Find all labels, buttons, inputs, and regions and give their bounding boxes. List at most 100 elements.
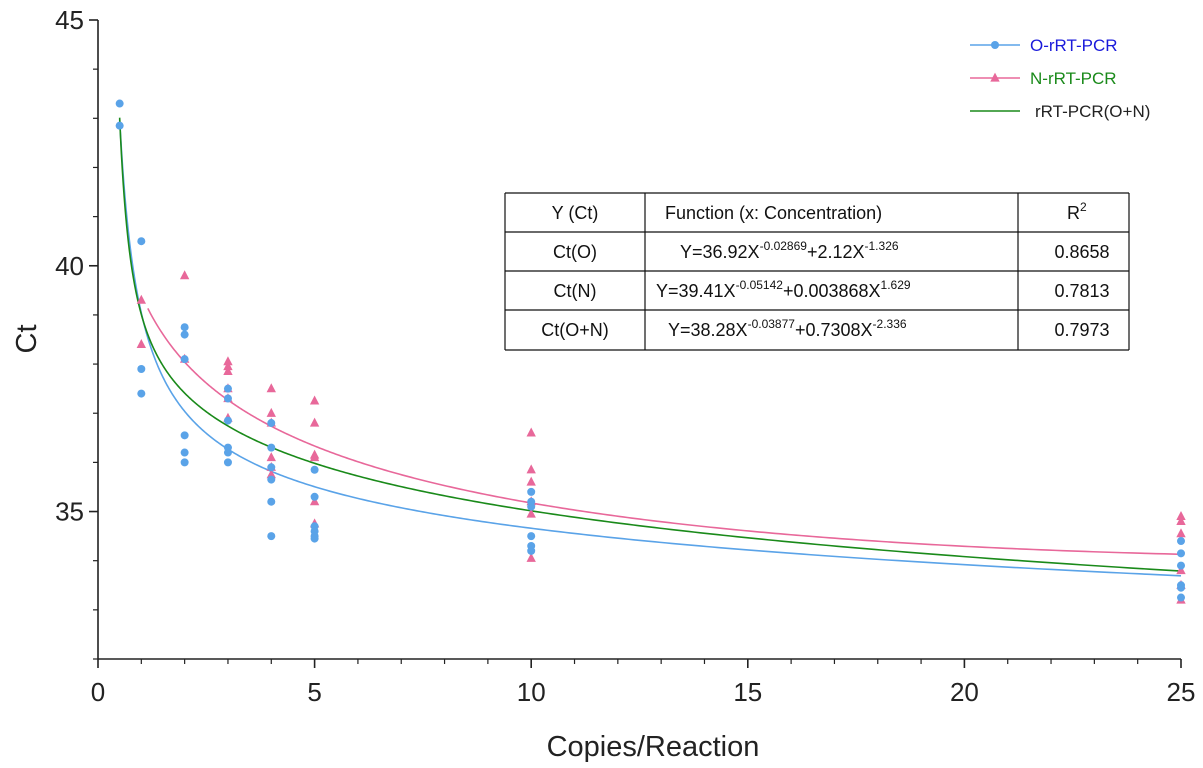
data-point-n [526, 464, 536, 474]
data-point-n [1176, 511, 1186, 521]
data-point-o [223, 448, 232, 457]
table-cell-r2: 0.7813 [1054, 281, 1109, 301]
data-point-o [267, 497, 276, 506]
data-point-o [1177, 561, 1185, 570]
fn-exponent: -0.05142 [736, 278, 784, 292]
data-point-o [223, 394, 232, 403]
table-header-function: Function (x: Concentration) [665, 203, 882, 223]
data-point-n [179, 270, 190, 280]
table-cell-y: Ct(O+N) [541, 320, 609, 340]
x-tick-label: 15 [733, 677, 762, 707]
x-tick-label: 0 [91, 677, 105, 707]
data-point-o [527, 546, 536, 555]
data-point-n [1176, 528, 1186, 538]
table-cell-function: Y=36.92X-0.02869+2.12X-1.326 [680, 239, 899, 262]
data-point-n [223, 361, 233, 371]
table-header-r2-sup: 2 [1080, 200, 1087, 214]
legend-label: O-rRT-PCR [1030, 36, 1118, 55]
y-axis-title: Ct [11, 325, 43, 354]
table-header-y: Y (Ct) [552, 203, 599, 223]
y-tick-label: 35 [55, 497, 84, 527]
data-point-n [136, 339, 146, 349]
data-point-n [266, 452, 276, 462]
fn-exponent: -1.326 [865, 239, 899, 253]
data-point-n [1176, 565, 1186, 575]
x-tick-label: 5 [307, 677, 321, 707]
legend: O-rRT-PCR N-rRT-PCR rRT-PCR(O+N) [970, 36, 1150, 121]
data-point-o [223, 458, 232, 467]
data-point-n [223, 356, 233, 366]
data-point-n [309, 452, 320, 462]
data-point-o [527, 487, 536, 496]
data-point-o [137, 237, 146, 246]
data-point-n [526, 476, 536, 486]
x-tick-label: 20 [950, 677, 979, 707]
data-point-o [267, 463, 276, 472]
fn-exponent: -0.02869 [760, 239, 808, 253]
data-point-o [267, 475, 276, 484]
fit-curve-n [147, 308, 1182, 556]
data-point-n [1176, 515, 1186, 525]
table-cell-function: Y=38.28X-0.03877+0.7308X-2.336 [668, 317, 907, 340]
fit-curves [118, 117, 1182, 577]
table-cell-y: Ct(O) [553, 242, 597, 262]
data-point-o [1177, 583, 1185, 592]
fn-part: +0.003868X [783, 281, 881, 301]
axes: 0 5 10 15 20 25 35 40 45 [55, 5, 1195, 707]
data-point-o [223, 416, 232, 425]
legend-label: rRT-PCR(O+N) [1035, 102, 1150, 121]
fn-part: Y=36.92X [680, 242, 760, 262]
table-cell-function: Y=39.41X-0.05142+0.003868X1.629 [656, 278, 911, 301]
fit-curve-o [118, 119, 1182, 577]
fn-part: +2.12X [807, 242, 865, 262]
data-point-o [1177, 537, 1185, 546]
fit-curve-o-plus-n [118, 117, 1182, 572]
data-point-o [1177, 593, 1185, 602]
data-point-o [115, 99, 124, 108]
fn-exponent: -2.336 [873, 317, 907, 331]
fit-table: Y (Ct) Function (x: Concentration) R2 Ct(O)… [504, 192, 1130, 351]
data-point-n [266, 407, 276, 417]
data-point-o [310, 465, 319, 474]
data-point-o [180, 431, 189, 440]
data-point-n [309, 417, 320, 427]
y-tick-label: 45 [55, 5, 84, 35]
data-point-o [267, 532, 276, 541]
data-points [115, 99, 1186, 604]
data-point-o [137, 364, 146, 373]
data-point-o [267, 443, 276, 452]
fn-part: Y=39.41X [656, 281, 736, 301]
data-point-o [180, 448, 189, 457]
table-cell-y: Ct(N) [554, 281, 597, 301]
data-point-n [266, 469, 276, 479]
data-point-n [223, 366, 233, 376]
fn-part: Y=38.28X [668, 320, 748, 340]
data-point-n [526, 427, 536, 437]
data-point-o [180, 355, 189, 364]
data-point-o [310, 534, 319, 543]
data-point-o [527, 532, 536, 541]
data-point-o [115, 121, 124, 130]
data-point-o [180, 458, 189, 467]
legend-marker-circle [991, 41, 999, 49]
data-point-o [267, 419, 276, 428]
data-point-n [136, 294, 146, 304]
fn-part: +0.7308X [795, 320, 873, 340]
legend-label: N-rRT-PCR [1030, 69, 1117, 88]
data-point-n [309, 496, 320, 506]
table-cell-r2: 0.8658 [1054, 242, 1109, 262]
fn-exponent: -0.03877 [748, 317, 796, 331]
fn-exponent: 1.629 [881, 278, 911, 292]
table-cell-r2: 0.7973 [1054, 320, 1109, 340]
x-tick-label: 10 [517, 677, 546, 707]
x-axis-title: Copies/Reaction [547, 731, 760, 763]
data-point-n [309, 395, 320, 405]
data-point-o [180, 330, 189, 339]
x-tick-label: 25 [1167, 677, 1196, 707]
data-point-o [310, 492, 319, 501]
data-point-n [526, 508, 536, 518]
y-tick-label: 40 [55, 251, 84, 281]
data-point-o [1177, 549, 1185, 558]
data-point-o [180, 323, 189, 332]
